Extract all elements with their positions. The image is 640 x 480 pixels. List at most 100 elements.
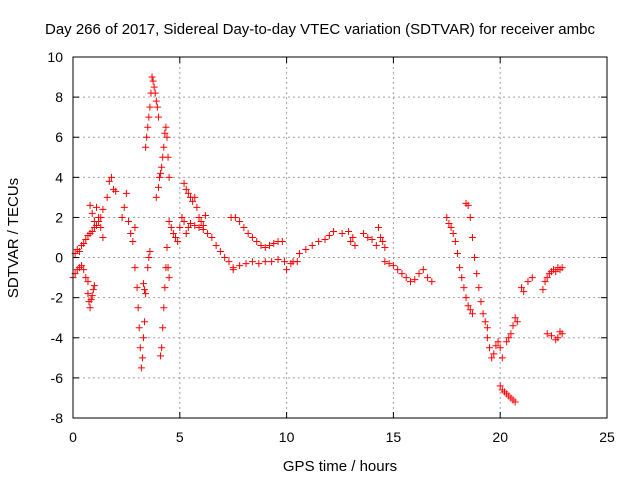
data-point-marker	[195, 223, 203, 231]
data-point-marker	[424, 274, 432, 282]
data-point-marker	[161, 284, 169, 292]
series-seg3	[84, 282, 98, 312]
data-point-marker	[146, 103, 154, 111]
data-point-marker	[174, 238, 182, 246]
data-point-marker	[180, 179, 188, 187]
data-point-marker	[236, 217, 244, 225]
data-point-marker	[157, 169, 165, 177]
y-tick-label: 8	[55, 89, 63, 105]
data-point-marker	[248, 234, 256, 241]
data-point-marker	[152, 193, 160, 201]
x-tick-label: 0	[69, 429, 77, 445]
data-point-marker	[78, 262, 86, 270]
data-point-marker	[278, 238, 286, 246]
data-point-marker	[253, 238, 261, 246]
series-seg23	[496, 382, 519, 406]
data-point-marker	[505, 334, 513, 342]
data-point-marker	[321, 236, 329, 244]
series-seg9	[142, 73, 162, 151]
data-point-marker	[381, 244, 389, 252]
data-point-marker	[134, 304, 142, 312]
series-seg7	[131, 264, 149, 372]
data-point-marker	[182, 185, 190, 193]
data-point-marker	[381, 258, 389, 266]
data-point-marker	[295, 250, 303, 258]
data-point-marker	[475, 284, 483, 292]
data-point-marker	[165, 217, 173, 225]
data-point-marker	[402, 274, 410, 282]
data-point-marker	[543, 330, 551, 338]
data-point-marker	[165, 274, 173, 282]
data-point-marker	[225, 258, 233, 266]
series-seg18	[338, 223, 389, 252]
data-point-marker	[374, 223, 382, 231]
data-point-marker	[184, 223, 192, 231]
data-point-marker	[87, 296, 95, 304]
data-point-marker	[471, 254, 479, 262]
data-point-marker	[216, 248, 224, 256]
data-point-marker	[411, 276, 419, 284]
data-point-marker	[394, 266, 402, 274]
data-point-marker	[490, 350, 498, 358]
data-point-marker	[379, 238, 387, 246]
data-point-marker	[451, 238, 459, 246]
data-point-marker	[172, 234, 180, 241]
data-point-marker	[302, 246, 310, 254]
y-tick-label: -2	[51, 290, 64, 306]
data-point-marker	[541, 278, 549, 286]
data-point-marker	[372, 242, 380, 250]
data-point-marker	[133, 284, 141, 292]
tick-layer	[72, 56, 608, 419]
data-point-marker	[99, 205, 107, 213]
series-seg5	[103, 173, 120, 201]
data-point-marker	[152, 97, 160, 105]
data-point-marker	[158, 344, 166, 352]
data-point-marker	[142, 143, 150, 151]
data-point-marker	[554, 334, 562, 342]
data-point-marker	[90, 282, 98, 290]
data-point-marker	[464, 302, 472, 310]
chart-title: Day 266 of 2017, Sidereal Day-to-day VTE…	[45, 21, 595, 38]
series-seg17	[283, 227, 338, 274]
data-point-marker	[153, 103, 161, 111]
data-point-marker	[447, 223, 455, 231]
data-point-marker	[445, 219, 453, 227]
data-point-marker	[552, 268, 560, 276]
data-point-marker	[144, 264, 152, 272]
data-point-marker	[154, 183, 162, 191]
data-point-marker	[240, 223, 248, 231]
data-point-marker	[486, 344, 494, 352]
data-point-marker	[178, 213, 186, 221]
data-point-marker	[80, 240, 88, 248]
series-seg26	[539, 264, 566, 294]
data-point-marker	[146, 248, 154, 256]
data-point-marker	[199, 225, 207, 233]
data-point-marker	[158, 163, 166, 171]
data-point-marker	[142, 290, 150, 298]
data-point-marker	[492, 342, 500, 350]
series-seg1	[69, 205, 107, 282]
data-point-marker	[88, 292, 96, 300]
data-point-marker	[195, 213, 203, 221]
data-point-marker	[280, 258, 288, 266]
data-point-marker	[449, 229, 457, 237]
data-point-marker	[148, 73, 156, 81]
data-point-marker	[184, 189, 192, 197]
data-point-marker	[496, 344, 504, 352]
data-point-marker	[503, 338, 511, 346]
data-point-marker	[244, 229, 252, 237]
data-point-marker	[204, 229, 212, 237]
series-seg20	[443, 213, 476, 318]
data-point-marker	[257, 242, 265, 250]
data-point-marker	[145, 254, 153, 262]
data-point-marker	[189, 197, 197, 205]
data-point-marker	[95, 213, 103, 221]
data-point-marker	[180, 217, 188, 225]
series-seg10	[152, 123, 173, 201]
data-point-marker	[80, 266, 88, 274]
data-point-marker	[139, 280, 147, 288]
series-seg21	[462, 199, 491, 332]
data-point-marker	[159, 324, 167, 332]
data-point-marker	[103, 193, 111, 201]
